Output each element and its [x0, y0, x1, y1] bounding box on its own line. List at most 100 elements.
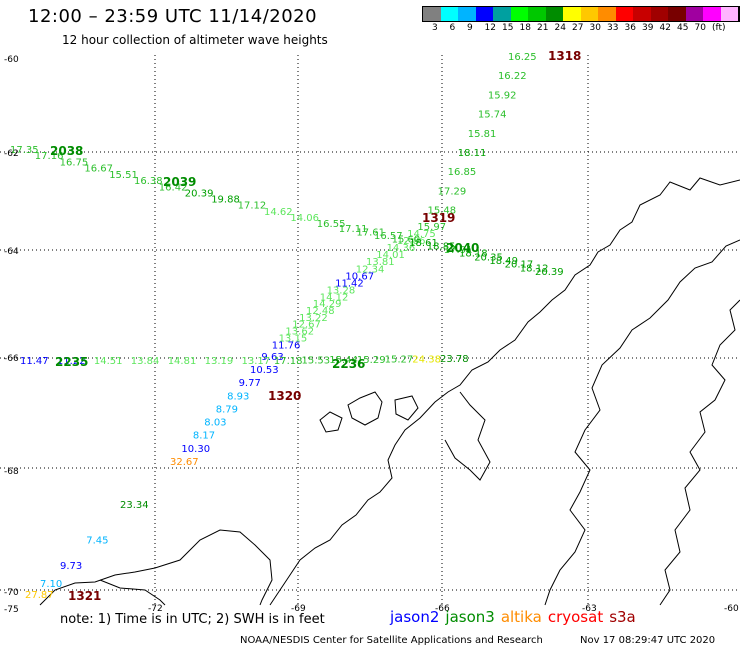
wave-height-label: 17.91 [444, 245, 473, 256]
wave-height-label: 9.73 [60, 561, 82, 572]
wave-height-label: 11.76 [272, 340, 301, 351]
footer-credit: NOAA/NESDIS Center for Satellite Applica… [240, 635, 543, 646]
coastline-segment [99, 579, 166, 606]
satellite-legend-altika: altika [500, 608, 542, 626]
satellite-legend: jason2 jason3 altika cryosat s3a [390, 608, 642, 626]
coastline-segment [347, 391, 383, 426]
wave-height-label: 17.11 [339, 224, 368, 235]
wave-height-label: 15.60 [392, 234, 421, 245]
legend-swatch [720, 7, 738, 21]
wave-height-label: 20.17 [505, 260, 534, 271]
wave-height-label: 12.34 [356, 264, 385, 275]
legend-label: 15 [502, 23, 514, 33]
legend-label: 9 [467, 23, 473, 33]
wave-height-label: 15.53 [302, 356, 331, 367]
wave-height-label: 23.34 [120, 500, 149, 511]
wave-height-label: 17.35 [10, 145, 39, 156]
longitude-label: -66 [435, 604, 450, 614]
pass-number-label: 2040 [446, 241, 479, 255]
wave-height-label: 15.97 [417, 222, 446, 233]
legend-swatch [598, 7, 616, 21]
legend-label: 33 [607, 23, 619, 33]
wave-height-label: 16.55 [317, 219, 346, 230]
legend-swatch [633, 7, 651, 21]
wave-height-label: 17.16 [35, 151, 64, 162]
page-subtitle: 12 hour collection of altimeter wave hei… [62, 33, 328, 47]
wave-height-label: 10.30 [181, 444, 210, 455]
legend-swatch [458, 7, 476, 21]
legend-swatch [650, 7, 668, 21]
legend-label: 45 [677, 23, 689, 33]
wave-height-label: 16.75 [60, 157, 89, 168]
satellite-legend-cryosat: cryosat [547, 608, 604, 626]
coastline-segment [544, 239, 740, 606]
wave-height-label: 15.74 [478, 110, 507, 121]
pass-number-label: 2039 [163, 175, 196, 189]
wave-height-label: 17.12 [238, 201, 267, 212]
wave-height-label: 19.88 [211, 195, 240, 206]
wave-height-label: 14.81 [168, 356, 197, 367]
latitude-label: -66 [4, 354, 19, 364]
wave-height-label: 16.42 [159, 182, 188, 193]
wave-height-label: 13.22 [299, 313, 328, 324]
legend-swatch [738, 7, 740, 21]
wave-height-label: 14.62 [264, 207, 293, 218]
coastline-segment [394, 395, 419, 421]
wave-height-label: 8.93 [227, 391, 249, 402]
pass-number-label: 1318 [548, 49, 581, 63]
wave-height-label: 14.75 [407, 229, 436, 240]
wave-height-label: 14.36 [387, 243, 416, 254]
wave-height-label: 11.22 [57, 356, 86, 367]
legend-label: 6 [449, 23, 456, 33]
wave-height-label: 18.12 [520, 263, 549, 274]
latitude-label: -60 [4, 55, 19, 65]
wave-height-label: 7.45 [86, 535, 108, 546]
wave-height-label: 16.22 [498, 71, 527, 82]
wave-height-label: 11.47 [20, 356, 49, 367]
wave-height-label: 24.38 [412, 354, 441, 365]
legend-label: 70 [694, 23, 706, 33]
legend-label: 42 [659, 23, 671, 33]
legend-label: 30 [589, 23, 601, 33]
legend-label: 24 [554, 23, 566, 33]
wave-height-label: 18.49 [489, 256, 518, 267]
pass-number-label: 2038 [50, 144, 83, 158]
coastline-segment [269, 177, 740, 606]
wave-height-label: 15.44 [329, 355, 358, 366]
wave-height-label: 15.29 [357, 355, 386, 366]
latitude-label: -64 [4, 247, 19, 257]
legend-label: (ft) [712, 23, 726, 33]
satellite-legend-jason3: jason3 [445, 608, 495, 626]
satellite-legend-s3a: s3a [609, 608, 636, 626]
wave-height-label: 23.78 [440, 354, 469, 365]
wave-height-label: 13.81 [366, 257, 395, 268]
wave-height-label: 17.61 [356, 227, 385, 238]
wave-height-label: 12.86 [397, 236, 426, 247]
longitude-label: -72 [148, 604, 163, 614]
legend-swatch [563, 7, 581, 21]
altimeter-tracks: 16.25 16.22 15.92 15.74 15.81 18.11 16.85 17.29… [10, 52, 564, 601]
wave-height-label: 13.15 [279, 333, 308, 344]
wave-height-label: 13.62 [285, 327, 314, 338]
wave-height-label: 14.12 [320, 292, 349, 303]
longitude-label: -60 [724, 604, 739, 614]
legend-swatch [510, 7, 528, 21]
wave-height-label: 7.10 [40, 579, 62, 590]
pass-number-label: 1321 [68, 589, 101, 603]
legend-swatch [580, 7, 598, 21]
wave-height-label: 15.48 [428, 206, 457, 217]
wave-height-label: 8.03 [204, 418, 226, 429]
wave-height-label: 32.67 [170, 457, 199, 468]
lat-lon-grid [0, 55, 740, 605]
pass-number-label: 2236 [332, 357, 365, 371]
wave-height-legend-labels: 3 6 9 12 15 18 21 24 27 30 33 36 39 42 45 70 (ft) [422, 23, 732, 35]
latitude-label: -62 [4, 149, 19, 159]
wave-height-label: 15.81 [468, 129, 497, 140]
wave-height-label: 16.25 [508, 52, 537, 63]
wave-height-label: 16.67 [84, 164, 113, 175]
coastline-segment [659, 299, 740, 606]
footer-note: note: 1) Time is in UTC; 2) SWH is in fe… [60, 612, 325, 627]
pass-number-label: 2235 [55, 355, 88, 369]
wave-height-label: 15.27 [385, 355, 414, 366]
